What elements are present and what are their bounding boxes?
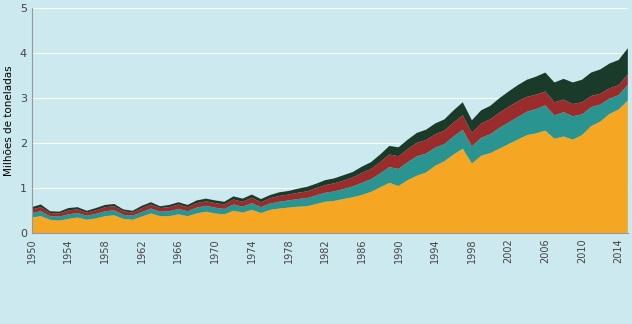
Y-axis label: Milhões de toneladas: Milhões de toneladas <box>4 65 14 176</box>
